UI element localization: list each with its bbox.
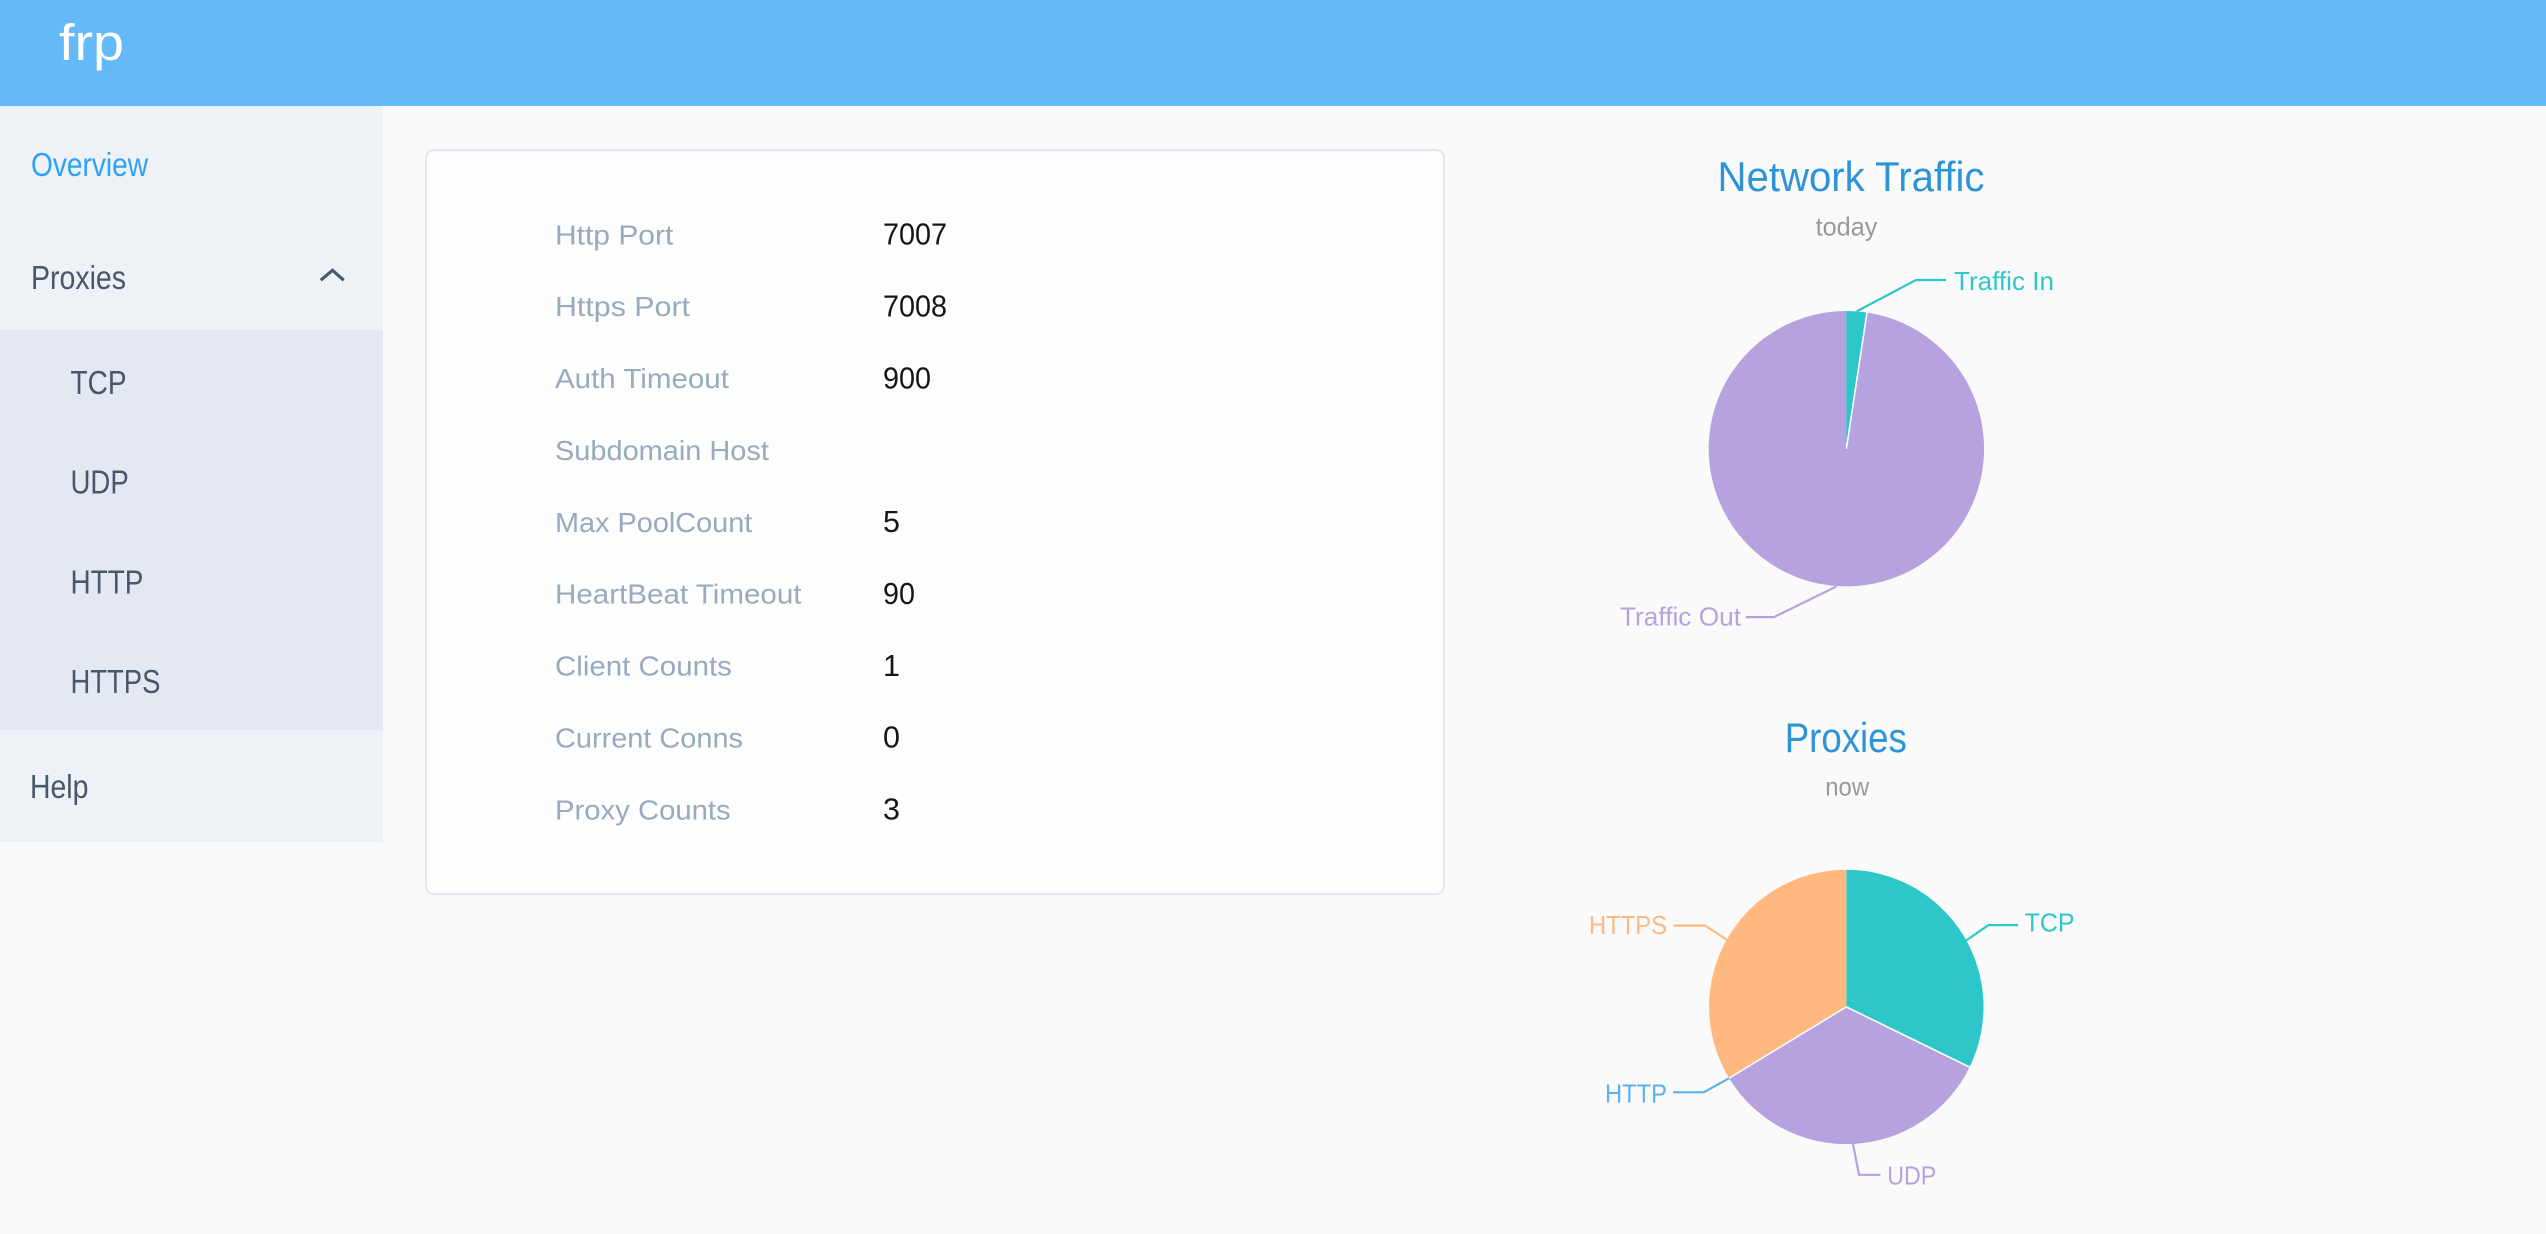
svg-text:Https Port: Https Port: [555, 291, 690, 322]
svg-text:Client Counts: Client Counts: [555, 651, 732, 682]
svg-text:TCP: TCP: [2025, 908, 2075, 938]
svg-text:HTTPS: HTTPS: [1589, 910, 1667, 940]
svg-text:Max PoolCount: Max PoolCount: [555, 507, 753, 538]
svg-text:5: 5: [883, 505, 900, 539]
svg-text:TCP: TCP: [71, 364, 127, 401]
svg-text:HTTPS: HTTPS: [71, 663, 161, 700]
svg-text:7007: 7007: [883, 218, 947, 252]
svg-text:Proxies: Proxies: [31, 259, 126, 296]
svg-text:Auth Timeout: Auth Timeout: [555, 363, 729, 394]
svg-text:HeartBeat Timeout: HeartBeat Timeout: [555, 579, 802, 610]
svg-text:Traffic Out: Traffic Out: [1620, 602, 1742, 632]
svg-text:7008: 7008: [883, 290, 947, 324]
svg-text:today: today: [1816, 212, 1878, 242]
svg-text:Current Conns: Current Conns: [555, 722, 743, 753]
svg-text:Network Traffic: Network Traffic: [1718, 153, 1985, 200]
svg-text:Overview: Overview: [31, 146, 148, 183]
svg-text:Subdomain Host: Subdomain Host: [555, 435, 769, 466]
svg-text:3: 3: [883, 793, 900, 827]
svg-text:Proxy Counts: Proxy Counts: [555, 794, 731, 825]
svg-text:now: now: [1825, 771, 1869, 801]
svg-text:frp: frp: [59, 14, 124, 71]
svg-text:HTTP: HTTP: [71, 564, 144, 601]
svg-text:900: 900: [883, 361, 931, 395]
svg-text:UDP: UDP: [71, 464, 129, 501]
svg-text:Proxies: Proxies: [1785, 714, 1907, 761]
svg-text:1: 1: [883, 649, 900, 683]
svg-text:Help: Help: [30, 768, 88, 805]
svg-text:Traffic In: Traffic In: [1954, 266, 2054, 296]
svg-text:Http Port: Http Port: [555, 219, 674, 250]
svg-text:90: 90: [883, 577, 915, 611]
svg-text:HTTP: HTTP: [1605, 1079, 1667, 1109]
svg-text:0: 0: [883, 721, 900, 755]
svg-text:UDP: UDP: [1887, 1161, 1936, 1191]
